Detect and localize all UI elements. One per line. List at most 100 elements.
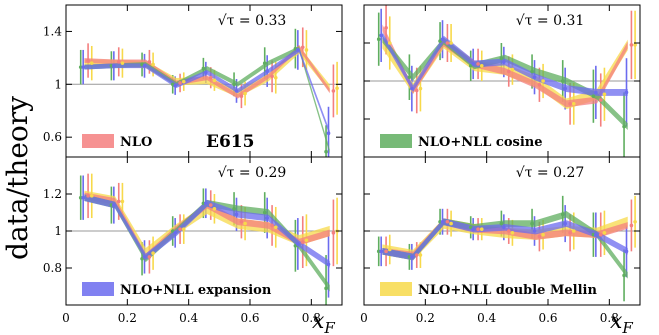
data-point: [379, 33, 383, 38]
data-point: [530, 69, 534, 74]
data-point: [116, 60, 121, 64]
plot-area: [364, 195, 640, 302]
data-point: [624, 90, 629, 95]
legend-label: NLO+NLL cosine: [418, 135, 543, 150]
data-point: [476, 62, 480, 66]
data-point: [591, 94, 596, 98]
data-point: [407, 75, 412, 79]
tau-label: √τ = 0.27: [516, 165, 584, 181]
data-point: [471, 62, 475, 66]
data-point: [151, 251, 155, 255]
data-point: [331, 89, 336, 93]
data-point: [379, 249, 383, 254]
data-point: [234, 212, 239, 217]
tau-label: √τ = 0.31: [516, 13, 584, 29]
data-point: [510, 231, 515, 235]
data-point: [532, 75, 537, 79]
data-point: [173, 231, 177, 235]
data-point: [502, 60, 506, 64]
x-tick-label: 0.2: [118, 311, 137, 325]
data-point: [563, 221, 567, 226]
data-point: [142, 64, 147, 68]
data-point: [204, 70, 208, 75]
data-point: [468, 225, 473, 230]
data-point: [265, 216, 269, 220]
legend-swatch: [380, 134, 412, 148]
data-point: [81, 65, 85, 69]
data-point: [414, 253, 419, 257]
data-point: [468, 64, 473, 68]
data-point: [212, 78, 217, 83]
data-point: [510, 67, 515, 72]
data-point: [629, 223, 634, 228]
legend-swatch: [82, 134, 114, 148]
data-point: [300, 45, 305, 50]
x-axis-label: xF: [312, 309, 335, 335]
data-point: [296, 242, 300, 246]
data-point: [438, 39, 442, 43]
data-point: [324, 286, 328, 291]
data-point: [410, 86, 414, 91]
data-point: [440, 219, 445, 224]
data-point: [89, 194, 94, 198]
data-point: [204, 201, 208, 206]
plot-area: [364, 5, 640, 157]
y-tick-label: 1: [54, 224, 62, 238]
data-point: [181, 227, 186, 231]
data-point: [86, 58, 90, 63]
data-point: [445, 41, 450, 45]
data-point: [331, 231, 336, 235]
data-point: [326, 262, 331, 267]
data-point: [418, 253, 423, 257]
data-point: [506, 229, 511, 233]
data-point: [629, 43, 634, 47]
data-point: [560, 79, 565, 83]
data-point: [376, 37, 381, 41]
data-point: [243, 91, 247, 96]
x-tick-label: 0.6: [240, 311, 259, 325]
data-point: [239, 219, 244, 224]
y-tick-label: 0.8: [43, 261, 62, 275]
legend-entry: NLO+NLL expansion: [82, 282, 272, 298]
data-point: [633, 219, 637, 224]
panel-2: √τ = 0.31 NLO+NLL cosine: [363, 4, 641, 158]
data-point: [624, 249, 629, 254]
panel-1: 0.6 1 1.4 √τ = 0.33 NLO E615: [43, 4, 343, 158]
panel-4: √τ = 0.27 NLO+NLL double Mellin: [363, 156, 641, 306]
panels: 0.6 1 1.4 √τ = 0.33 NLO E615 √τ = 0.31 NLO+NLL …: [43, 4, 641, 306]
series-band: [84, 47, 330, 136]
data-point: [147, 60, 152, 64]
data-point: [568, 102, 572, 106]
data-point: [324, 149, 328, 154]
legend-swatch: [380, 282, 412, 296]
data-point: [201, 66, 206, 71]
x-tick-label: 0.8: [600, 311, 619, 325]
data-point: [499, 56, 504, 60]
tau-label: √τ = 0.33: [218, 13, 286, 29]
data-point: [537, 83, 542, 87]
data-point: [563, 86, 567, 91]
y-tick-label: 0.6: [43, 130, 62, 144]
data-point: [262, 210, 267, 215]
x-tick-label: 0.6: [538, 311, 557, 325]
data-point: [594, 90, 598, 95]
data-point: [120, 199, 125, 204]
x-tick-label: 0.8: [302, 311, 321, 325]
data-point: [151, 62, 155, 67]
data-point: [304, 48, 309, 52]
data-point: [479, 227, 484, 231]
x-tick-label: 0.4: [477, 311, 496, 325]
data-point: [622, 273, 626, 278]
data-point: [445, 219, 450, 224]
x-axis-label: xF: [610, 309, 633, 335]
data-point: [232, 82, 236, 87]
data-point: [499, 221, 504, 226]
data-point: [147, 255, 152, 259]
series-band: [84, 194, 330, 268]
legend-entry: NLO+NLL cosine: [380, 134, 543, 150]
x-tick-label: 0.4: [179, 311, 198, 325]
data-point: [449, 221, 453, 226]
data-point: [541, 79, 545, 83]
